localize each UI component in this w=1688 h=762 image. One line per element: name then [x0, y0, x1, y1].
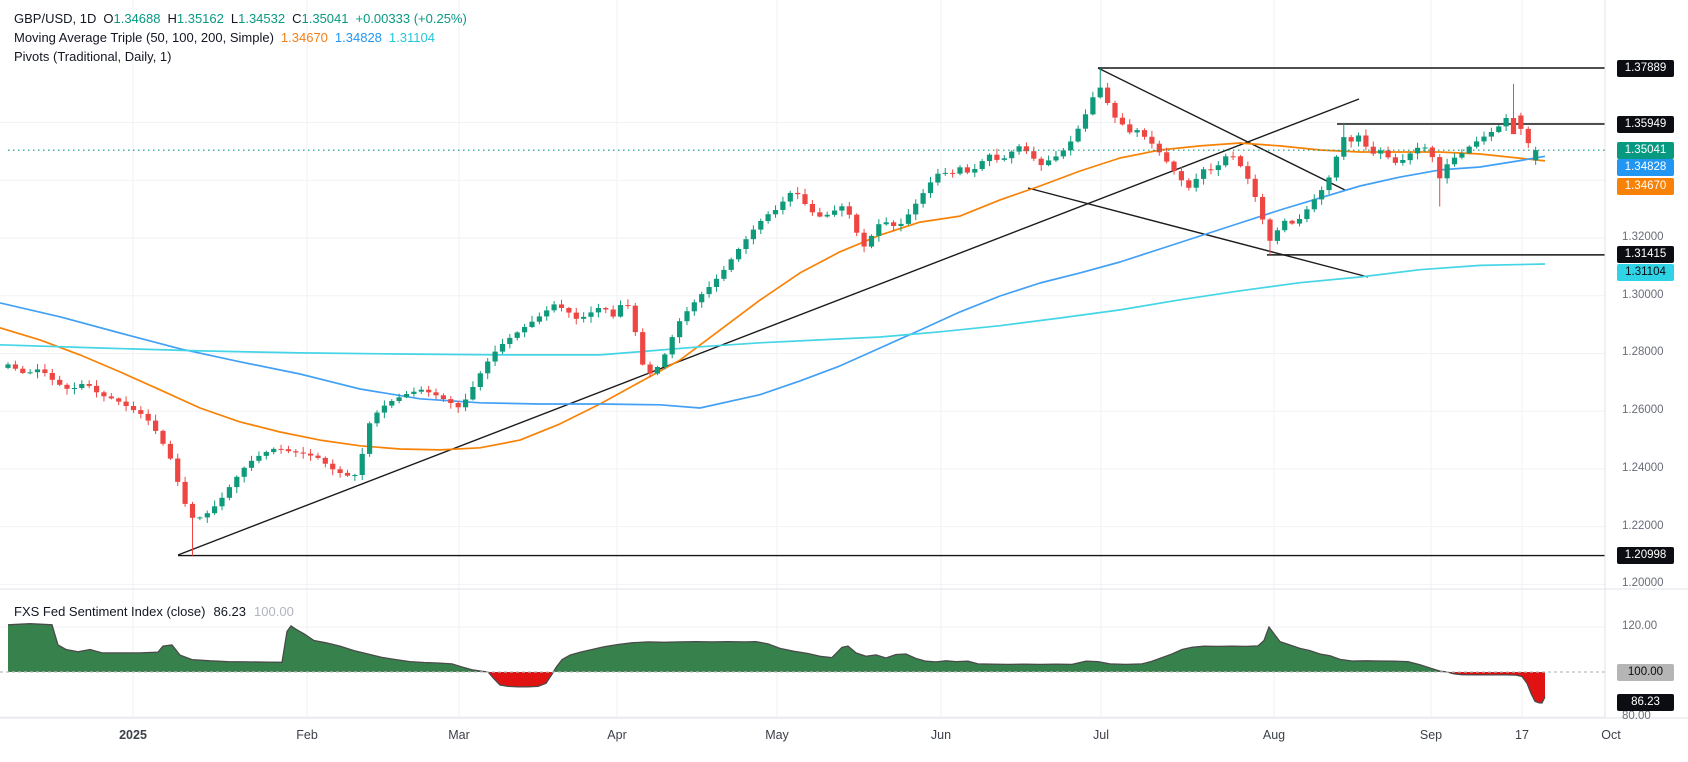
low-value: 1.34532	[238, 11, 286, 26]
sentiment-outline	[7, 622, 1546, 704]
open-label: O	[103, 11, 114, 26]
pivot-r-badge: 1.37889	[1617, 59, 1674, 77]
price-axis-label: 1.28000	[1622, 346, 1664, 359]
time-axis-label: Jun	[930, 728, 952, 742]
close-label: C	[292, 11, 302, 26]
ma200-value: 1.31104	[388, 30, 435, 45]
trendline	[1097, 67, 1346, 191]
candles	[5, 68, 1539, 556]
pivot-s-badge: 1.31415	[1617, 246, 1674, 264]
ma-indicator-label: Moving Average Triple (50, 100, 200, Sim…	[14, 30, 274, 45]
high-value: 1.35162	[176, 11, 224, 26]
trendline	[1027, 187, 1369, 278]
sentiment-value: 86.23	[213, 604, 247, 619]
sentiment-indicator-label: FXS Fed Sentiment Index (close)	[14, 604, 206, 619]
pivots-legend-row[interactable]: Pivots (Traditional, Daily, 1)	[14, 47, 467, 66]
last-price-badge: 1.35041	[1617, 141, 1674, 159]
sentiment-legend-row[interactable]: FXS Fed Sentiment Index (close) 86.23 100.…	[14, 604, 294, 619]
ma50-badge: 1.34670	[1617, 177, 1674, 195]
price-axis-label: 1.24000	[1622, 461, 1664, 474]
time-axis-label: Mar	[448, 728, 470, 742]
trendline	[177, 98, 1360, 556]
time-axis-label: Sep	[1419, 728, 1443, 742]
ma100-badge: 1.34828	[1617, 158, 1674, 176]
sentiment-baseline-badge: 100.00	[1617, 663, 1674, 681]
close-value: 1.35041	[301, 11, 349, 26]
ma100-line	[0, 155, 1546, 409]
price-axis-label: 1.26000	[1622, 404, 1664, 417]
ma200-line	[0, 263, 1546, 356]
ma50-line	[0, 142, 1546, 451]
sentiment-area-positive	[8, 623, 1545, 672]
sentiment-axis-label: 120.00	[1622, 620, 1658, 632]
open-value: 1.34688	[113, 11, 161, 26]
sentiment-axis-label: 80.00	[1622, 710, 1651, 722]
time-axis-label: Jul	[1093, 728, 1109, 742]
time-axis-label: May	[765, 728, 789, 742]
change-value: +0.00333 (+0.25%)	[355, 11, 467, 26]
sentiment-baseline-value: 100.00	[254, 604, 294, 619]
symbol-legend-row[interactable]: GBP/USD, 1D O1.34688 H1.35162 L1.34532 C1.35…	[14, 9, 467, 28]
price-axis-label: 1.22000	[1622, 519, 1664, 532]
time-axis-label: Aug	[1262, 728, 1286, 742]
low-label: L	[230, 11, 239, 26]
high-label: H	[167, 11, 177, 26]
time-axis-label: Oct	[1601, 728, 1621, 742]
time-axis-label: 2025	[119, 728, 147, 742]
price-axis-label: 1.20000	[1622, 577, 1664, 590]
main-legend: GBP/USD, 1D O1.34688 H1.35162 L1.34532 C1.35…	[14, 9, 467, 66]
pivots-indicator-label: Pivots (Traditional, Daily, 1)	[14, 49, 172, 64]
symbol-title: GBP/USD, 1D	[14, 11, 97, 26]
ma-legend-row[interactable]: Moving Average Triple (50, 100, 200, Sim…	[14, 28, 467, 47]
sentiment-value-badge: 86.23	[1617, 694, 1674, 712]
time-axis-label: 17	[1515, 728, 1529, 742]
pivot-low-badge: 1.20998	[1617, 547, 1674, 565]
time-axis-label: Apr	[607, 728, 627, 742]
time-axis-label: Feb	[296, 728, 318, 742]
ma100-value: 1.34828	[334, 30, 382, 45]
price-axis-label: 1.30000	[1622, 288, 1664, 301]
ma50-value: 1.34670	[280, 30, 328, 45]
ma200-badge: 1.31104	[1617, 263, 1674, 281]
price-axis-label: 1.32000	[1622, 230, 1664, 243]
pivot-badge: 1.35949	[1617, 115, 1674, 133]
